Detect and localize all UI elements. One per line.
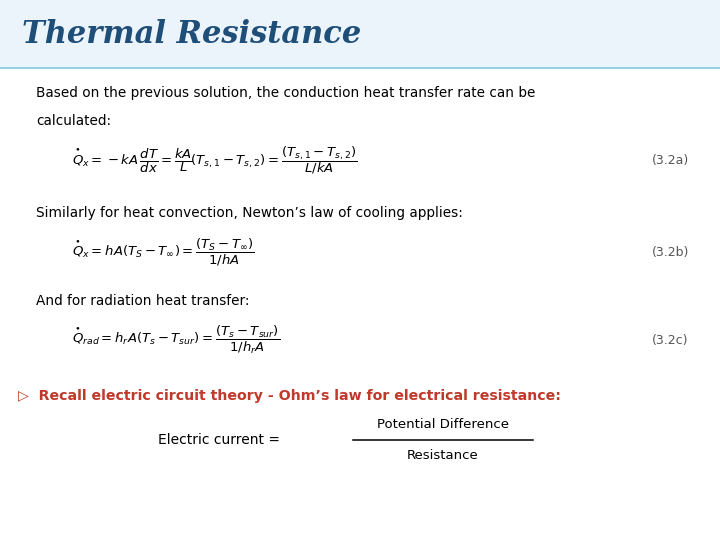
Text: And for radiation heat transfer:: And for radiation heat transfer: [36, 294, 250, 308]
Text: $\overset{\bullet}{Q}_{rad} = h_r A(T_s - T_{sur}) = \dfrac{(T_s - T_{sur})}{1/h: $\overset{\bullet}{Q}_{rad} = h_r A(T_s … [72, 324, 280, 356]
Text: Potential Difference: Potential Difference [377, 418, 509, 431]
Text: $\overset{\bullet}{Q}_x = -kA\,\dfrac{dT}{dx} = \dfrac{kA}{L}\!\left(T_{s,1} - T: $\overset{\bullet}{Q}_x = -kA\,\dfrac{dT… [72, 144, 358, 177]
Text: Electric current =: Electric current = [158, 433, 285, 447]
Text: ▷  Recall electric circuit theory - Ohm’s law for electrical resistance:: ▷ Recall electric circuit theory - Ohm’s… [18, 389, 561, 403]
Text: (3.2c): (3.2c) [652, 334, 688, 347]
Text: $\overset{\bullet}{Q}_x = hA(T_S - T_\infty) = \dfrac{(T_S - T_\infty)}{1/hA}$: $\overset{\bullet}{Q}_x = hA(T_S - T_\in… [72, 237, 255, 268]
Text: Resistance: Resistance [407, 449, 479, 462]
FancyBboxPatch shape [0, 0, 720, 68]
Text: (3.2b): (3.2b) [652, 246, 689, 259]
Text: (3.2a): (3.2a) [652, 154, 689, 167]
Text: calculated:: calculated: [36, 114, 111, 129]
Text: Based on the previous solution, the conduction heat transfer rate can be: Based on the previous solution, the cond… [36, 86, 536, 100]
Text: Thermal Resistance: Thermal Resistance [22, 19, 361, 50]
Text: Similarly for heat convection, Newton’s law of cooling applies:: Similarly for heat convection, Newton’s … [36, 206, 463, 220]
